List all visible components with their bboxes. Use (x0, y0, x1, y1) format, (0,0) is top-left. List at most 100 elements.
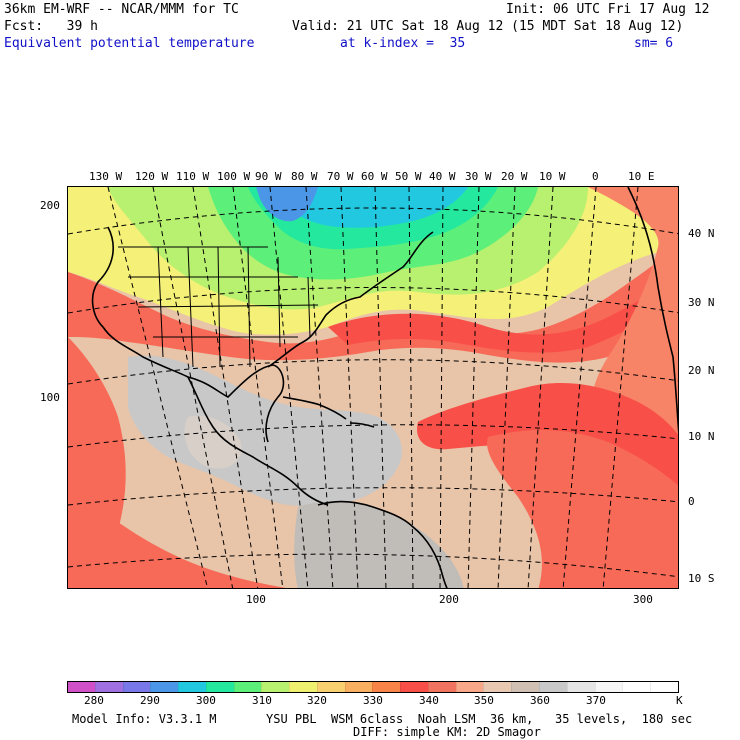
political-boundaries (118, 246, 319, 368)
grid-line (439, 187, 444, 588)
border-line (187, 246, 194, 368)
grid-line (68, 487, 678, 506)
pacific-red-south (68, 487, 286, 588)
colorbar-swatch (511, 682, 540, 692)
grid-x-label: 200 (439, 593, 459, 606)
colorbar-swatch (650, 682, 678, 692)
red-core-band (328, 278, 678, 353)
colorbar-swatch (205, 682, 234, 692)
colorbar-swatch (233, 682, 262, 692)
lat-label: 40 N (688, 227, 715, 240)
lon-label: 40 W (429, 170, 456, 183)
europe-africa-coast (627, 187, 678, 433)
lon-label: 0 (592, 170, 599, 183)
blue-cold-pool (256, 187, 318, 222)
colorbar-swatch (289, 682, 317, 692)
lon-label: 100 W (217, 170, 251, 183)
grid-line (497, 187, 516, 588)
longitude-labels: 130 W 120 W 110 W 100 W 90 W 80 W 70 W 6… (67, 171, 679, 183)
lon-label: 130 W (89, 170, 123, 183)
lat-label: 0 (688, 495, 695, 508)
grid-x-labels: 100 200 300 (67, 592, 679, 606)
border-line (157, 246, 164, 358)
grid-line (68, 359, 678, 385)
grid-line (467, 187, 480, 588)
lon-label: 80 W (291, 170, 318, 183)
atlantic-coast (267, 231, 434, 368)
central-america-coast (187, 376, 329, 506)
lon-label: 70 W (327, 170, 354, 183)
forecast-hour: Fcst: 39 h (4, 19, 98, 34)
colorbar-swatch (68, 682, 95, 692)
colorbar-label: 300 (196, 694, 216, 707)
colorbar-label: 280 (84, 694, 104, 707)
colorbar-swatch (178, 682, 206, 692)
colorbar-units: K (676, 694, 683, 707)
grid-line (232, 187, 284, 588)
init-time: Init: 06 UTC Fri 17 Aug 12 (506, 2, 710, 17)
colorbar-swatch (594, 682, 623, 692)
colorbar-label: 350 (474, 694, 494, 707)
colorbar-label: 320 (307, 694, 327, 707)
grid-line (562, 187, 597, 588)
map-canvas (68, 187, 678, 588)
border-line (277, 256, 281, 348)
grid-x-label: 300 (633, 593, 653, 606)
lon-label: 20 W (501, 170, 528, 183)
colorbar-label: 370 (586, 694, 606, 707)
lon-label: 50 W (395, 170, 422, 183)
colorbar-swatch (150, 682, 179, 692)
gulf-coast (187, 364, 285, 443)
lat-label: 10 N (688, 430, 715, 443)
cyan-band (273, 187, 468, 228)
south-america-gray (294, 501, 464, 588)
grid-line (340, 187, 359, 588)
colorbar-swatch (122, 682, 151, 692)
lat-label: 30 N (688, 296, 715, 309)
lon-label: 120 W (135, 170, 169, 183)
southeast-red (487, 430, 678, 588)
grid-line (68, 553, 678, 578)
colorbar-swatch (566, 682, 595, 692)
grid-y-label: 100 (40, 391, 60, 404)
theta-e-map (67, 186, 679, 589)
grid-line (374, 187, 387, 588)
colorbar-labels: 280 290 300 310 320 330 340 350 360 370 … (67, 695, 707, 707)
lat-label: 10 S (688, 572, 715, 585)
border-line (307, 276, 311, 338)
colorbar-swatch (316, 682, 345, 692)
coastlines (91, 187, 678, 588)
pacific-coast (91, 226, 189, 378)
lon-label: 10 W (539, 170, 566, 183)
colorbar-label: 340 (419, 694, 439, 707)
grid-y-labels: 200 100 (0, 186, 64, 589)
colorbar-label: 330 (363, 694, 383, 707)
colorbar-swatch (455, 682, 484, 692)
grid-line (269, 187, 309, 588)
valid-time: Valid: 21 UTC Sat 18 Aug 12 (15 MDT Sat … (292, 19, 684, 34)
diffusion-info: DIFF: simple KM: 2D Smagor (353, 725, 541, 739)
grid-line (305, 187, 334, 588)
south-america-coast (317, 500, 448, 588)
colorbar-label: 310 (252, 694, 272, 707)
grid-x-label: 100 (246, 593, 266, 606)
grid-y-label: 200 (40, 199, 60, 212)
colorbar-swatch (539, 682, 567, 692)
grid-line (408, 187, 414, 588)
border-line (247, 246, 251, 368)
lon-label: 30 W (465, 170, 492, 183)
hispaniola-outline (349, 422, 375, 428)
smoothing-info: sm= 6 (634, 36, 674, 51)
grid-line (602, 187, 639, 588)
colorbar-swatch (427, 682, 456, 692)
grid-line (68, 424, 678, 448)
physics-info: YSU PBL WSM 6class Noah LSM 36 km, 35 le… (266, 712, 693, 726)
colorbar-label: 360 (530, 694, 550, 707)
lon-label: 60 W (361, 170, 388, 183)
colorbar-swatch (372, 682, 401, 692)
gulf-light-patch (184, 415, 242, 469)
grid-line (107, 187, 209, 588)
colorbar (67, 681, 679, 693)
grid-line (527, 187, 554, 588)
colorbar-swatch (344, 682, 373, 692)
